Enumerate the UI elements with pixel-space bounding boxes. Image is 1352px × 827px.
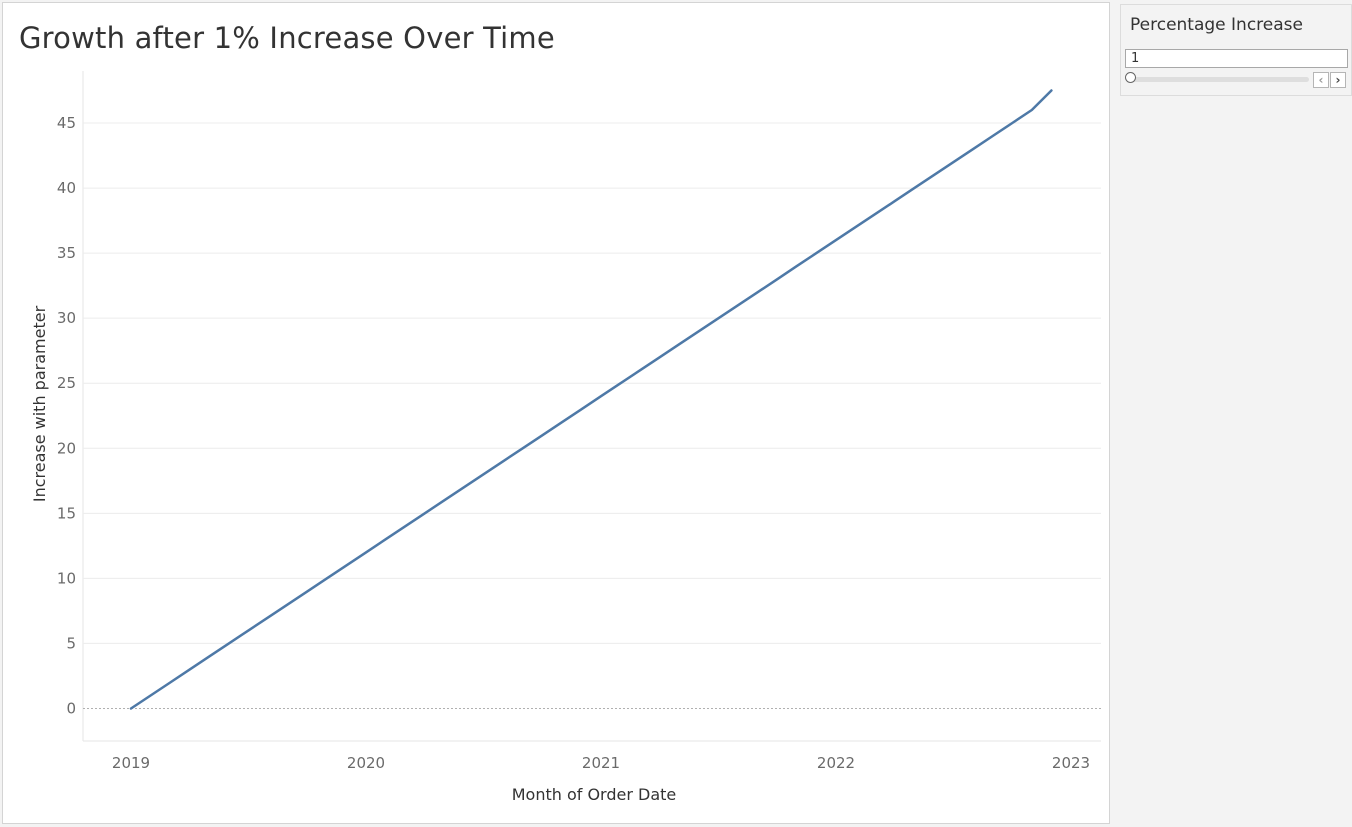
y-tick-label: 0 [66, 699, 76, 717]
chevron-right-icon[interactable]: › [1330, 72, 1346, 88]
slider-thumb[interactable] [1125, 72, 1136, 83]
y-tick-label: 30 [57, 309, 76, 327]
x-axis-title: Month of Order Date [512, 785, 677, 804]
percentage-input[interactable] [1125, 49, 1348, 68]
y-tick-label: 35 [57, 244, 76, 262]
parameter-control: Percentage Increase ‹ › [1120, 4, 1352, 96]
y-tick-label: 45 [57, 114, 76, 132]
y-tick-label: 5 [66, 634, 76, 652]
x-tick-label: 2021 [582, 754, 620, 772]
x-tick-label: 2023 [1052, 754, 1090, 772]
y-tick-label: 20 [57, 439, 76, 457]
y-tick-label: 10 [57, 569, 76, 587]
series-line [129, 89, 1053, 710]
y-tick-label: 15 [57, 504, 76, 522]
y-tick-label: 40 [57, 179, 76, 197]
chart-title: Growth after 1% Increase Over Time [19, 21, 555, 55]
parameter-title: Percentage Increase [1130, 15, 1303, 35]
x-tick-label: 2020 [347, 754, 385, 772]
x-tick-label: 2019 [112, 754, 150, 772]
y-axis-title: Increase with parameter [30, 305, 49, 502]
slider-track[interactable] [1131, 77, 1309, 82]
y-tick-label: 25 [57, 374, 76, 392]
line-chart: 0 5 10 15 20 25 30 35 40 45 2019 2020 2021 2022 2023 Mo… [30, 71, 1101, 804]
x-tick-label: 2022 [817, 754, 855, 772]
chart-panel: Growth after 1% Increase Over Time 0 5 10 1… [2, 2, 1110, 824]
chevron-left-icon[interactable]: ‹ [1313, 72, 1329, 88]
